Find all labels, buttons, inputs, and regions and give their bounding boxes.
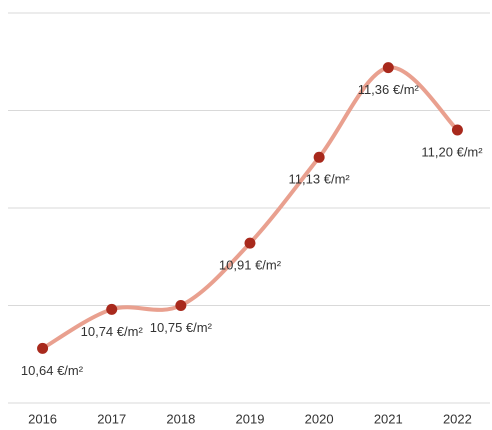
point	[175, 300, 187, 311]
value-label: 10,64 €/m²	[21, 363, 84, 378]
value-label: 10,74 €/m²	[81, 324, 144, 339]
x-tick-label: 2021	[374, 411, 403, 426]
x-tick-label: 2020	[305, 411, 334, 426]
point	[451, 124, 463, 136]
point	[244, 237, 256, 249]
x-tick-label: 2019	[236, 411, 265, 426]
value-label: 10,91 €/m²	[219, 258, 282, 273]
x-tick-label: 2022	[443, 411, 472, 426]
point	[382, 62, 394, 74]
point	[106, 303, 118, 315]
value-label: 11,20 €/m²	[421, 144, 483, 159]
x-tick-label: 2017	[97, 411, 126, 426]
point	[313, 151, 325, 163]
x-tick-label: 2018	[166, 411, 195, 426]
point	[37, 342, 49, 354]
x-tick-label: 2016	[28, 411, 57, 426]
value-label: 11,36 €/m²	[358, 82, 420, 97]
value-label: 11,13 €/m²	[289, 172, 351, 187]
value-label: 10,75 €/m²	[150, 320, 213, 335]
